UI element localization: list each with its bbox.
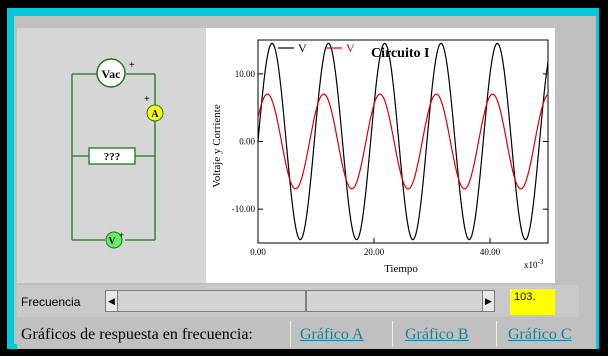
ac-source[interactable]: Vac +: [96, 58, 135, 88]
x-multiplier-label: x10-3: [524, 258, 544, 270]
graph-b-link[interactable]: Gráfico B: [405, 326, 469, 343]
plot-area: [257, 39, 549, 244]
plot-panel: 10.00 0.00 -10.00 0.00 20.00 40.00 V V Circu…: [206, 28, 555, 283]
separator: [392, 321, 393, 347]
response-label: Gráficos de respuesta en frecuencia:: [21, 326, 253, 343]
response-bar: [17, 320, 596, 349]
ac-source-label: Vac: [102, 67, 122, 81]
source-plus-sign: +: [129, 60, 135, 71]
graph-a-link[interactable]: Gráfico A: [300, 326, 364, 343]
circuit-panel: Vac + A + ??? V +: [17, 28, 206, 283]
right-spacer: [555, 28, 596, 283]
x-axis-label: Tiempo: [384, 263, 418, 275]
x-tick-label: 20.00: [364, 247, 385, 257]
circuit-wires: [71, 73, 156, 241]
unknown-component-label: ???: [104, 151, 121, 163]
slider-left-arrow-icon[interactable]: ◀: [105, 290, 118, 312]
series-line-current: [257, 93, 549, 190]
ammeter[interactable]: A +: [144, 94, 164, 122]
ammeter-plus-sign: +: [144, 94, 150, 105]
separator: [496, 321, 497, 347]
x-tick-label: 40.00: [480, 247, 501, 257]
frequency-value: 103.: [510, 289, 555, 315]
voltmeter[interactable]: V +: [105, 230, 124, 249]
voltmeter-plus-sign: +: [119, 230, 124, 240]
y-tick-label: 10.00: [235, 69, 256, 79]
ammeter-label: A: [151, 109, 159, 120]
y-axis-label: Voltaje y Corriente: [211, 104, 223, 188]
slider-thumb[interactable]: [305, 290, 307, 312]
circuit-diagram: Vac + A + ??? V +: [71, 58, 164, 249]
series-line-voltage: [257, 42, 549, 241]
chart-title: Circuito I: [371, 46, 429, 61]
x-tick-label: 0.00: [250, 247, 266, 257]
voltmeter-label: V: [108, 236, 116, 247]
separator: [290, 321, 291, 347]
legend-label-voltage: V: [298, 41, 307, 55]
y-tick-label: -10.00: [232, 204, 256, 214]
y-tick-label: 0.00: [239, 137, 255, 147]
frequency-label: Frecuencia: [21, 295, 81, 309]
frequency-slider[interactable]: [105, 290, 495, 312]
slider-right-arrow-icon[interactable]: ▶: [482, 290, 495, 312]
unknown-component[interactable]: ???: [88, 147, 136, 165]
graph-c-link[interactable]: Gráfico C: [508, 326, 572, 343]
voltage-current-chart: 10.00 0.00 -10.00 0.00 20.00 40.00 V V Circu…: [211, 39, 549, 275]
legend-label-current: V: [346, 41, 355, 55]
